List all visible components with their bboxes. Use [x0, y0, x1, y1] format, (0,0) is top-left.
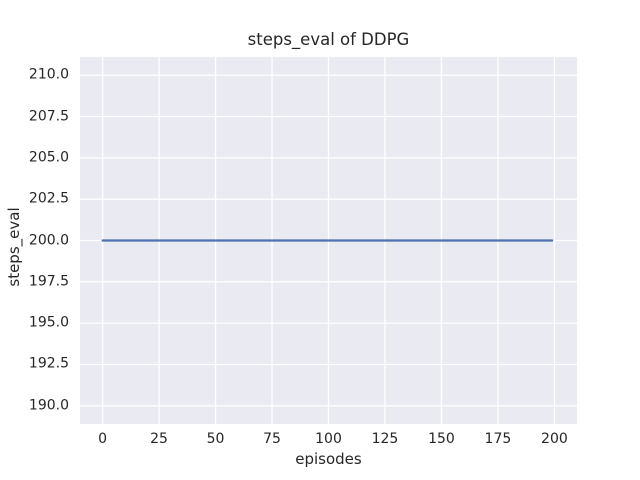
x-tick-label: 75 [263, 431, 281, 447]
y-tick-label: 210.0 [28, 66, 69, 83]
y-tick-label: 202.5 [28, 190, 69, 207]
y-tick-label: 205.0 [28, 149, 69, 166]
x-tick-label: 0 [98, 431, 108, 447]
y-tick-label: 197.5 [28, 273, 69, 290]
y-tick-label: 190.0 [28, 397, 69, 414]
x-axis-label: episodes [295, 450, 362, 468]
plot-canvas [80, 57, 577, 424]
x-tick-label: 150 [428, 431, 455, 447]
x-tick-label: 125 [371, 431, 399, 447]
y-tick-label: 207.5 [28, 108, 69, 124]
x-tick-label: 25 [150, 431, 168, 447]
y-tick-label: 192.5 [28, 355, 69, 372]
x-tick-label: 200 [541, 431, 568, 447]
x-tick-label: 50 [206, 431, 225, 447]
y-axis-label: steps_eval [5, 207, 23, 287]
x-tick-label: 175 [484, 431, 512, 447]
y-tick-label: 195.0 [28, 314, 69, 331]
x-tick-label: 100 [315, 431, 342, 447]
plot-area [80, 57, 577, 424]
chart-title: steps_eval of DDPG [247, 30, 410, 49]
y-tick-label: 200.0 [28, 232, 69, 248]
